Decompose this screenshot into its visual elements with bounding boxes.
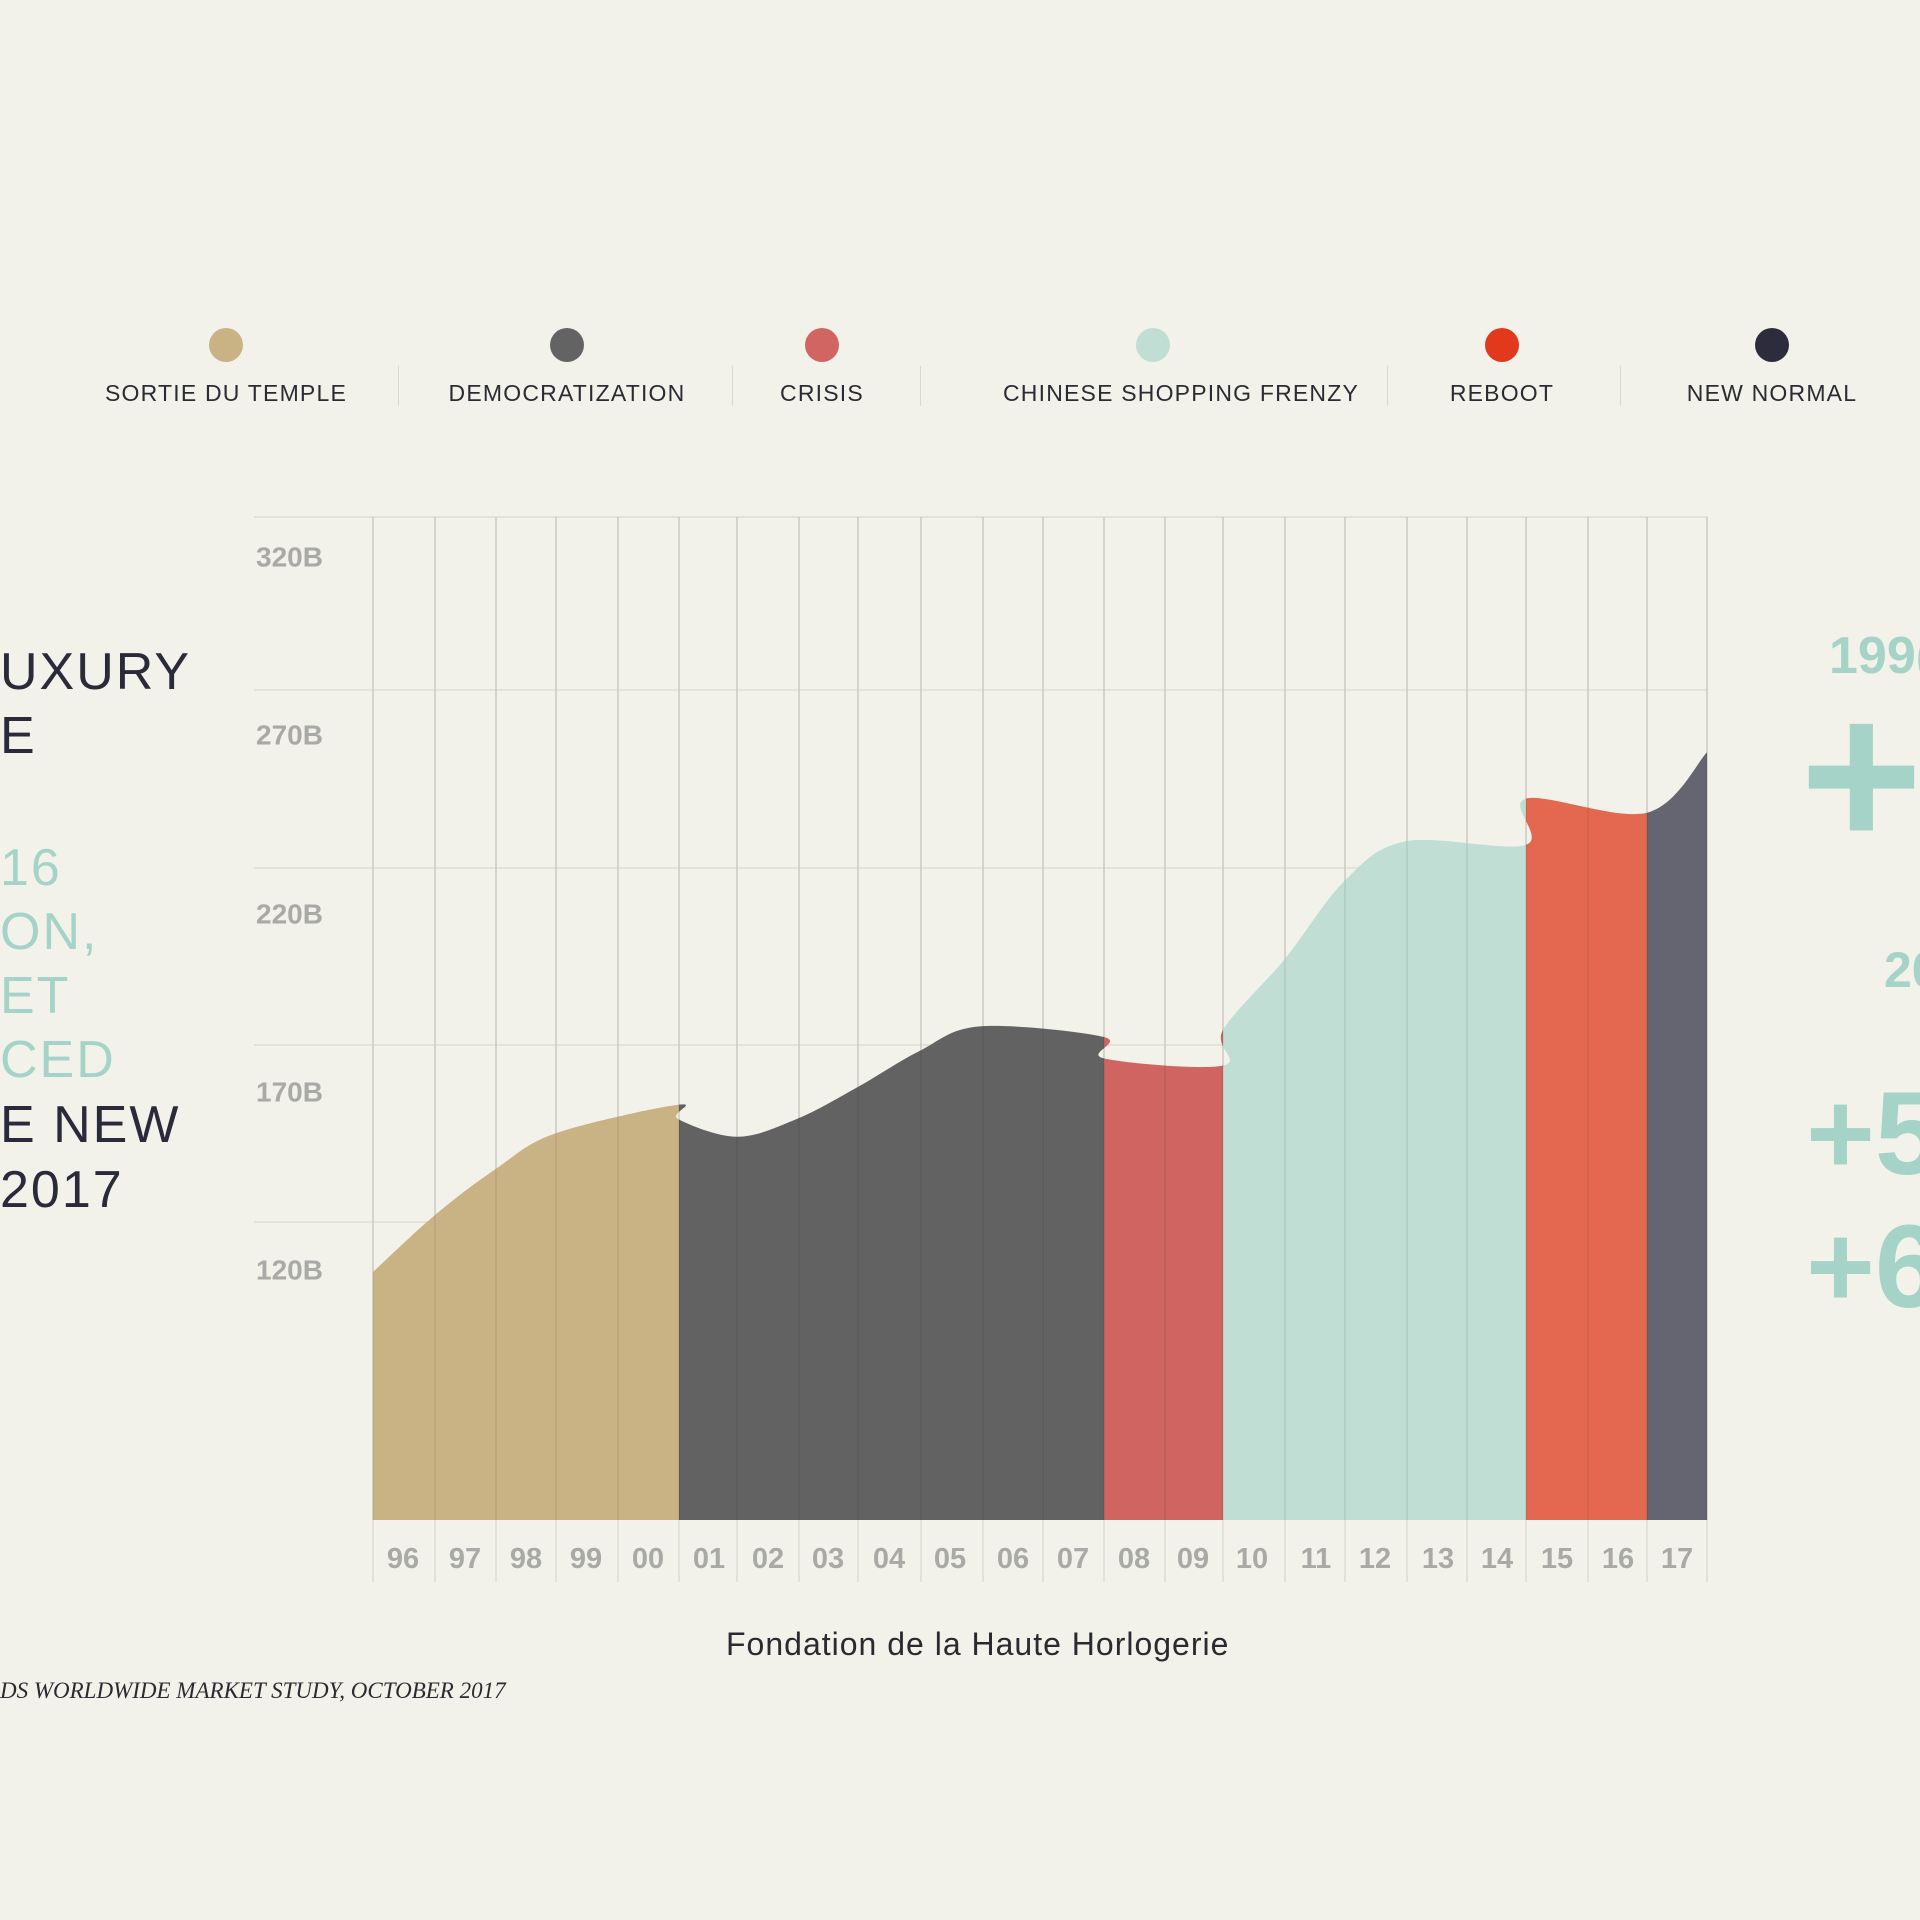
legend-item: CHINESE SHOPPING FRENZY [1003, 328, 1360, 407]
legend-dot-icon [550, 328, 584, 362]
x-tick-label: 16 [1602, 1543, 1634, 1575]
legend-divider [398, 366, 399, 406]
y-tick-label: 320B [256, 541, 323, 572]
area-segment-crisis [1104, 1029, 1223, 1520]
x-tick-label: 11 [1301, 1543, 1332, 1575]
legend-item: DEMOCRATIZATION [417, 328, 717, 407]
x-tick-label: 12 [1359, 1543, 1391, 1575]
legend-label: CRISIS [780, 380, 864, 406]
headline-line: 16 [0, 839, 62, 897]
headline-line: UXURY [0, 643, 192, 701]
legend-divider [1387, 366, 1388, 406]
headline-line: CED [0, 1031, 116, 1089]
legend-divider [1620, 366, 1621, 406]
legend-dot-icon [209, 328, 243, 362]
legend-item: CRISIS [672, 328, 972, 407]
legend-item: REBOOT [1352, 328, 1652, 407]
legend-label: SORTIE DU TEMPLE [104, 380, 347, 406]
legend-item: SORTIE DU TEMPLE [76, 328, 376, 407]
x-tick-label: 09 [1177, 1543, 1209, 1575]
x-tick-label: 03 [812, 1543, 844, 1575]
stat-text: +5 [1806, 1068, 1920, 1200]
x-tick-label: 96 [387, 1543, 419, 1575]
area-segment-democratization [679, 1025, 1104, 1520]
x-tick-label: 97 [449, 1543, 481, 1575]
x-tick-label: 07 [1057, 1543, 1089, 1575]
y-tick-label: 220B [256, 898, 323, 929]
headline-line: E [0, 707, 37, 765]
stat-text: 20 [1884, 942, 1920, 998]
area-segment-chinese-shopping-frenzy [1223, 798, 1526, 1520]
headline-line: ON, [0, 903, 99, 961]
x-tick-label: 08 [1118, 1543, 1150, 1575]
legend-divider [732, 366, 733, 406]
footnote: DS WORLDWIDE MARKET STUDY, OCTOBER 2017 [0, 1678, 506, 1703]
y-tick-label: 120B [256, 1254, 323, 1285]
area-segment-sortie-du-temple [373, 1104, 679, 1520]
legend-label: CHINESE SHOPPING FRENZY [1003, 380, 1360, 406]
area-segment-reboot [1526, 797, 1647, 1520]
x-tick-label: 10 [1236, 1543, 1268, 1575]
legend-divider [920, 366, 921, 406]
legend-dot-icon [1136, 328, 1170, 362]
x-tick-label: 04 [873, 1543, 905, 1575]
headline-line: E NEW [0, 1096, 181, 1154]
x-tick-label: 00 [632, 1543, 664, 1575]
stat-text: + [1800, 657, 1920, 892]
chart-grid-overlay [372, 517, 1708, 1520]
x-tick-label: 05 [934, 1543, 966, 1575]
headline-line: ET [0, 967, 71, 1025]
x-tick-label: 13 [1422, 1543, 1454, 1575]
legend-dot-icon [805, 328, 839, 362]
x-tick-label: 14 [1481, 1543, 1513, 1575]
x-tick-label: 06 [997, 1543, 1029, 1575]
stat-text: +6 [1806, 1201, 1920, 1333]
legend-label: REBOOT [1449, 380, 1555, 406]
x-tick-label: 02 [752, 1543, 784, 1575]
area-segment-new-normal [1647, 752, 1707, 1520]
x-tick-label: 99 [570, 1543, 602, 1575]
x-tick-label: 17 [1661, 1543, 1693, 1575]
x-tick-label: 15 [1541, 1543, 1573, 1575]
legend-label: DEMOCRATIZATION [448, 380, 686, 406]
legend-item: NEW NORMAL [1622, 328, 1920, 407]
headline-line: 2017 [0, 1161, 124, 1219]
stat-text: 199( [1829, 627, 1920, 685]
legend-label: NEW NORMAL [1686, 380, 1858, 406]
x-tick-label: 98 [510, 1543, 542, 1575]
legend-dot-icon [1485, 328, 1519, 362]
y-tick-label: 270B [256, 719, 323, 750]
legend-dot-icon [1755, 328, 1789, 362]
y-tick-label: 170B [256, 1076, 323, 1107]
source-credit: Fondation de la Haute Horlogerie [726, 1626, 1230, 1662]
x-tick-label: 01 [693, 1543, 725, 1575]
